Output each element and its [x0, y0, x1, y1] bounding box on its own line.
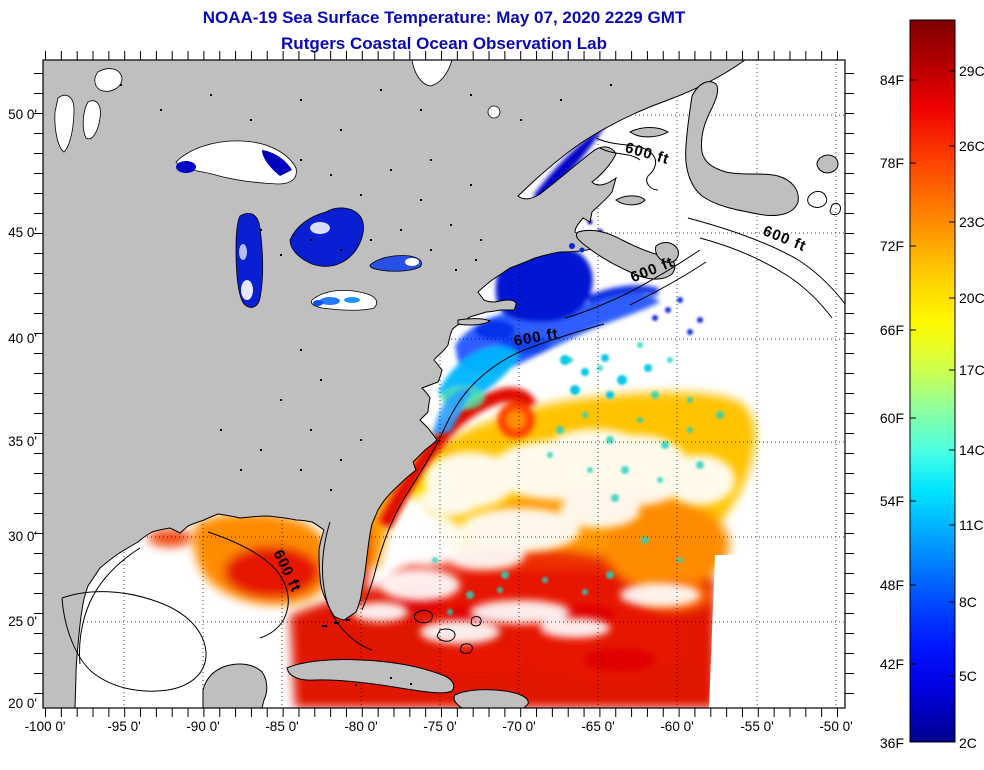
cbar-c-label: 8C: [959, 594, 977, 610]
colorbar-f-ticks: [910, 79, 916, 665]
lon-tick-label: -75 0': [423, 719, 456, 734]
great-lakes: [54, 60, 585, 311]
cbar-f-label: 42F: [880, 656, 904, 672]
cbar-c-label: 14C: [959, 442, 984, 458]
newfoundland: [685, 81, 799, 216]
lon-tick-label: -50 0': [819, 719, 852, 734]
cuba: [286, 659, 455, 694]
lon-tick-label: -100 0': [25, 719, 66, 734]
colorbar-fahrenheit-labels: 84F 78F 72F 66F 60F 54F 48F 42F 36F: [880, 72, 904, 751]
cbar-f-label: 84F: [880, 72, 904, 88]
hispaniola: [453, 689, 529, 708]
lon-tick-label: -95 0': [107, 719, 140, 734]
noise-speckles: [120, 84, 612, 686]
latitude-axis-labels: 50 0' 45 0' 40 0' 35 0' 30 0' 25 0' 20 0…: [8, 107, 37, 711]
lat-tick-label: 20 0': [8, 696, 37, 711]
nova-scotia: [575, 229, 676, 280]
yucatan: [202, 663, 268, 708]
lon-tick-label: -65 0': [581, 719, 614, 734]
land-layer: [43, 60, 839, 708]
lat-tick-label: 50 0': [8, 107, 37, 122]
cbar-f-label: 72F: [880, 238, 904, 254]
figure-subtitle: Rutgers Coastal Ocean Observation Lab: [281, 34, 607, 53]
cbar-c-label: 23C: [959, 214, 984, 230]
cbar-c-label: 2C: [959, 735, 977, 751]
gulf-stream-front: [378, 387, 655, 674]
anticosti-island: [629, 127, 669, 138]
cbar-c-label: 20C: [959, 290, 984, 306]
cbar-f-label: 78F: [880, 155, 904, 171]
lat-tick-label: 30 0': [8, 529, 37, 544]
lat-tick-label: 35 0': [8, 434, 37, 449]
lake-huron: [289, 207, 364, 267]
prince-edward-island: [615, 195, 646, 206]
lon-tick-label: -85 0': [265, 719, 298, 734]
cbar-c-label: 29C: [959, 63, 984, 79]
cbar-f-label: 60F: [880, 410, 904, 426]
cape-breton: [655, 242, 679, 263]
ne-island-speck: [816, 154, 839, 174]
lon-tick-label: -55 0': [740, 719, 773, 734]
lat-tick-label: 45 0': [8, 225, 37, 240]
cloud-gaps: [352, 429, 735, 644]
lon-tick-label: -60 0': [660, 719, 693, 734]
colorbar-gradient: [909, 19, 956, 743]
cbar-f-label: 66F: [880, 322, 904, 338]
colorbar-celsius-labels: 29C 26C 23C 20C 17C 14C 11C 8C 5C 2C: [959, 63, 984, 751]
cbar-c-label: 17C: [959, 362, 984, 378]
bathymetry-contours: [61, 137, 845, 692]
lon-tick-label: -70 0': [502, 719, 535, 734]
lat-tick-label: 40 0': [8, 331, 37, 346]
swath-edge-mask: [709, 555, 845, 708]
longitude-axis-labels: -100 0' -95 0' -90 0' -85 0' -80 0' -75 …: [25, 719, 853, 734]
map-axes-frame: [42, 59, 846, 709]
colorbar-c-ticks: [949, 70, 955, 677]
cbar-f-label: 48F: [880, 577, 904, 593]
lon-tick-label: -90 0': [186, 719, 219, 734]
figure-title: NOAA-19 Sea Surface Temperature: May 07,…: [203, 8, 686, 27]
lat-tick-label: 25 0': [8, 614, 37, 629]
colorbar: 84F 78F 72F 66F 60F 54F 48F 42F 36F 29C …: [880, 19, 984, 751]
cbar-c-label: 5C: [959, 668, 977, 684]
sst-cold-field: [432, 124, 703, 435]
cbar-c-label: 26C: [959, 138, 984, 154]
long-island: [457, 318, 491, 326]
lon-tick-label: -80 0': [344, 719, 377, 734]
cbar-c-label: 11C: [959, 517, 984, 533]
cbar-f-label: 36F: [880, 735, 904, 751]
map-panel: 600 ft 600 ft 600 ft 600 ft 600 ft: [34, 51, 854, 717]
cbar-f-label: 54F: [880, 493, 904, 509]
mainland-north-america: [43, 60, 746, 708]
map-layers: 600 ft 600 ft 600 ft 600 ft 600 ft: [43, 60, 845, 708]
